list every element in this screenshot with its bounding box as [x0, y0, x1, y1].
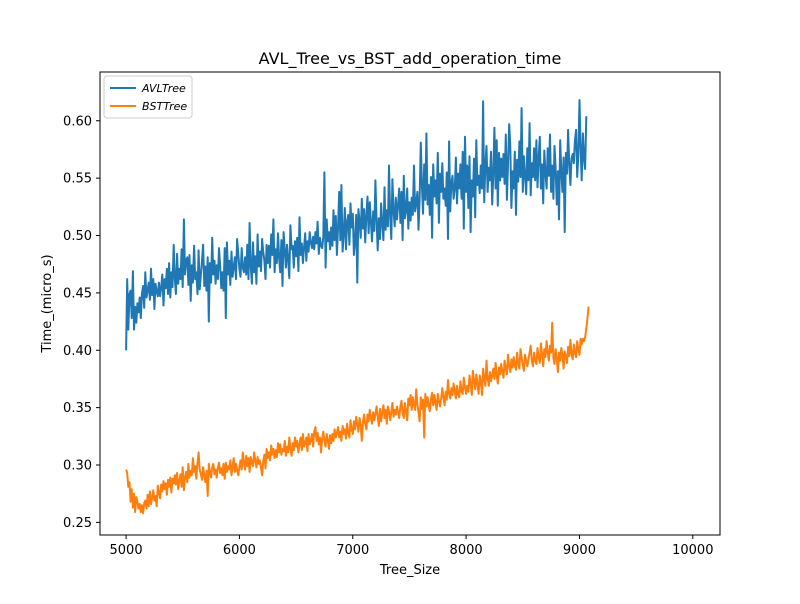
y-tick-label: 0.40 [63, 344, 92, 359]
y-tick-label: 0.60 [63, 114, 92, 129]
y-tick-label: 0.50 [63, 229, 92, 244]
x-tick-label: 10000 [672, 543, 713, 558]
y-tick-label: 0.25 [63, 516, 92, 531]
y-axis-label: Time_(micro_s) [40, 254, 55, 353]
axis-ticks: 5000 6000 7000 8000 9000 10000 0.25 0.30 0.35 0.4… [63, 114, 713, 558]
x-tick-label: 8000 [450, 543, 483, 558]
legend: AVLTree BSTTree [103, 75, 193, 119]
y-tick-label: 0.45 [63, 286, 92, 301]
series-line-bsttree [125, 306, 590, 515]
chart-title: AVL_Tree_vs_BST_add_operation_time [259, 49, 562, 69]
x-tick-label: 5000 [110, 543, 143, 558]
y-tick-label: 0.55 [63, 172, 92, 187]
x-tick-label: 9000 [563, 543, 596, 558]
legend-box [103, 75, 193, 119]
x-tick-label: 7000 [336, 543, 369, 558]
x-axis-label: Tree_Size [379, 563, 440, 578]
y-tick-label: 0.35 [63, 401, 92, 416]
legend-label-avltree: AVLTree [141, 82, 186, 95]
axes-frame [99, 71, 721, 536]
y-tick-label: 0.30 [63, 459, 92, 474]
plot-area [125, 99, 590, 515]
series-line-avltree [125, 99, 588, 351]
legend-label-bsttree: BSTTree [142, 100, 187, 113]
x-tick-label: 6000 [223, 543, 256, 558]
